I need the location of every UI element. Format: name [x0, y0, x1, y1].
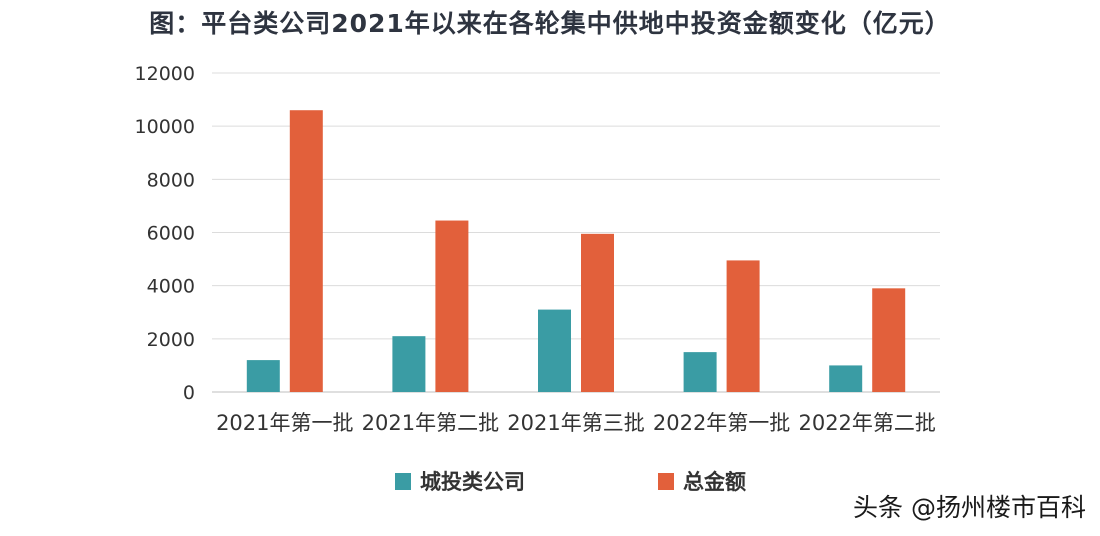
x-category-label: 2021年第一批 — [216, 411, 353, 435]
legend-swatch — [395, 473, 411, 490]
legend-label: 总金额 — [683, 470, 746, 494]
bar-chengtou — [538, 309, 571, 392]
x-axis-categories: 2021年第一批 2021年第二批 2021年第三批 2022年第一批 2022年第二批 — [216, 411, 936, 435]
bar-chengtou — [392, 336, 426, 392]
y-tick-label: 12000 — [135, 63, 195, 85]
y-tick-label: 2000 — [147, 329, 195, 351]
legend: 城投类公司 总金额 — [395, 470, 746, 494]
bar-chengtou — [246, 360, 280, 392]
bar-total — [726, 260, 760, 392]
x-category-label: 2022年第一批 — [653, 411, 790, 435]
y-tick-label: 4000 — [147, 276, 195, 298]
legend-label: 城投类公司 — [420, 470, 525, 494]
watermark: 头条 @扬州楼市百科 — [853, 493, 1086, 522]
bar-chengtou — [829, 365, 863, 392]
bars — [246, 110, 906, 392]
x-category-label: 2021年第二批 — [362, 411, 499, 435]
y-tick-label: 10000 — [135, 116, 195, 138]
x-category-label: 2022年第二批 — [798, 411, 935, 435]
y-tick-label: 8000 — [147, 169, 195, 191]
y-tick-label: 6000 — [147, 223, 195, 245]
y-tick-label: 0 — [183, 382, 195, 404]
chart-title: 图：平台类公司2021年以来在各轮集中供地中投资金额变化（亿元） — [149, 9, 951, 38]
bar-total — [435, 220, 469, 392]
gridlines — [212, 72, 940, 393]
x-category-label: 2021年第三批 — [507, 411, 644, 435]
bar-total — [581, 233, 614, 392]
legend-swatch — [658, 473, 674, 490]
bar-total — [872, 288, 906, 392]
y-axis-ticks: 0 2000 4000 6000 8000 10000 12000 — [135, 63, 195, 404]
bar-chengtou — [683, 352, 717, 392]
bar-total — [289, 110, 323, 392]
